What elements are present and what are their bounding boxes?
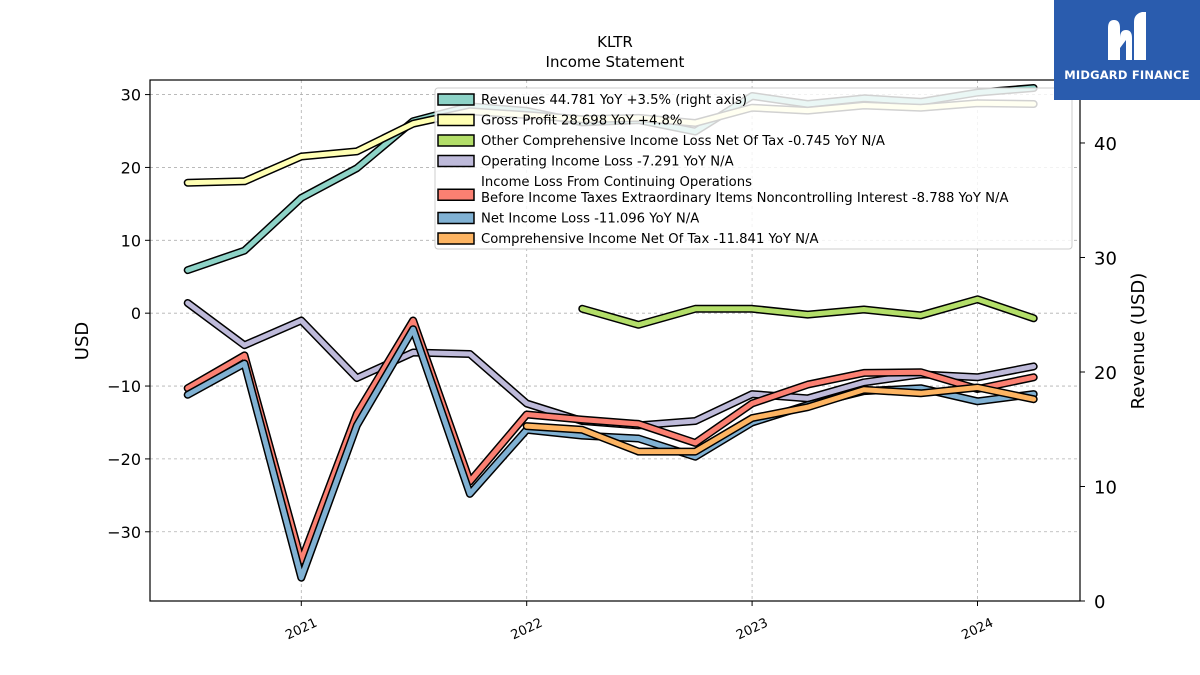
y-tick-label-left: 30 [121,86,141,105]
chart-title: KLTR [597,33,633,51]
y-tick-label-left: −20 [107,450,141,469]
series-line [185,326,1037,581]
legend-label: Operating Income Loss -7.291 YoY N/A [481,155,734,170]
y-tick-label-left: 10 [121,231,141,250]
series-line [579,296,1037,328]
legend-label: Revenues 44.781 YoY +3.5% (right axis) [481,93,747,108]
series-4 [183,316,1038,565]
legend: Revenues 44.781 YoY +3.5% (right axis) Gr… [434,87,1073,250]
legend-label: Gross Profit 28.698 YoY +4.8% [481,114,682,129]
y-tick-label-left: 20 [121,158,141,177]
series-6 [522,383,1038,456]
y-tick-label-right: 20 [1094,363,1117,384]
x-tick-label: 2023 [734,616,770,644]
series-3 [183,299,1038,430]
y-tick-label-right: 40 [1094,134,1117,155]
x-tick-label: 2024 [960,616,996,644]
chart-subtitle: Income Statement [546,53,685,71]
series-line-outline [183,299,1038,430]
legend-swatch [437,154,475,168]
legend-swatch [437,93,475,106]
y-tick-label-left: −10 [107,377,141,396]
legend-label: Other Comprehensive Income Loss Net Of T… [481,134,885,149]
x-tick-label: 2022 [509,616,545,644]
y-tick-label-left: −30 [107,523,141,542]
legend-swatch [437,232,475,245]
y-tick-label-right: 10 [1094,477,1117,498]
y-tick-label-right: 0 [1094,592,1105,613]
y-tick-label-left: 0 [131,304,141,323]
plot-frame [149,79,1081,602]
legend-box [434,87,1073,250]
legend-swatch [437,188,475,201]
legend-swatch [437,113,475,127]
brand-name: MIDGARD FINANCE [1064,68,1190,82]
series-line [185,300,1037,428]
brand-logo: MIDGARD FINANCE [1054,0,1200,100]
legend-swatch [437,211,475,225]
midgard-logo-icon [1108,12,1146,60]
legend-swatch [437,134,475,147]
x-tick-label: 2021 [283,616,319,644]
series-line [185,318,1037,564]
y-tick-label-right: 30 [1094,248,1117,269]
series-2 [578,295,1038,329]
legend-label: Net Income Loss -11.096 YoY N/A [481,212,699,227]
legend-label: Income Loss From Continuing Operations Be… [481,175,1009,206]
y-axis-label-right: Revenue (USD) [1128,273,1149,410]
y-axis-label-left: USD [72,322,93,360]
series-5 [183,325,1038,582]
legend-label: Comprehensive Income Net Of Tax -11.841 … [481,232,818,247]
series-line [524,385,1037,455]
